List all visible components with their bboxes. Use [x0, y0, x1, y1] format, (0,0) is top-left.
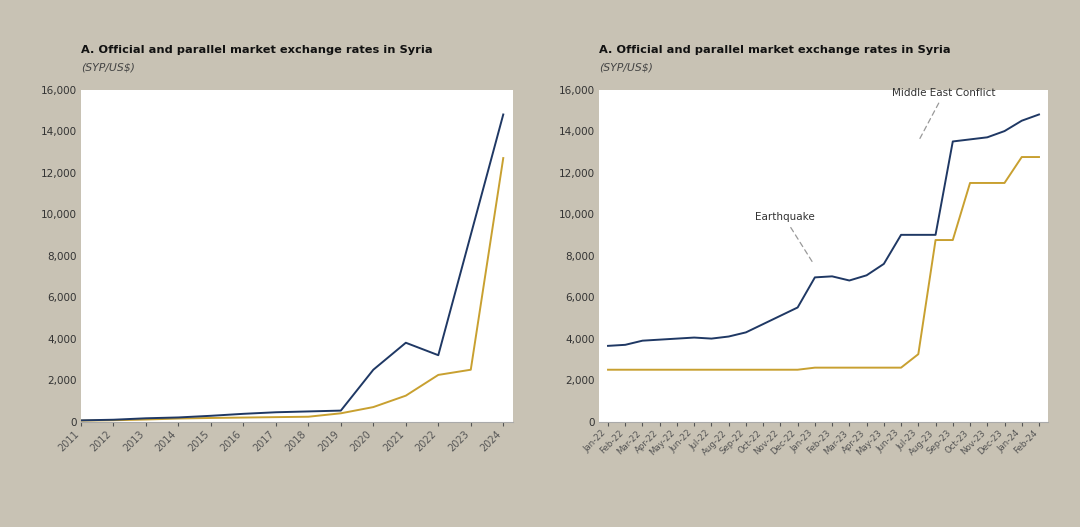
- Text: Earthquake: Earthquake: [755, 212, 814, 264]
- Text: (SYP/US$): (SYP/US$): [81, 63, 135, 73]
- Text: A. Official and parallel market exchange rates in Syria: A. Official and parallel market exchange…: [81, 45, 433, 55]
- Text: Middle East Conflict: Middle East Conflict: [892, 88, 996, 139]
- Text: A. Official and parallel market exchange rates in Syria: A. Official and parallel market exchange…: [599, 45, 951, 55]
- Text: (SYP/US$): (SYP/US$): [599, 63, 653, 73]
